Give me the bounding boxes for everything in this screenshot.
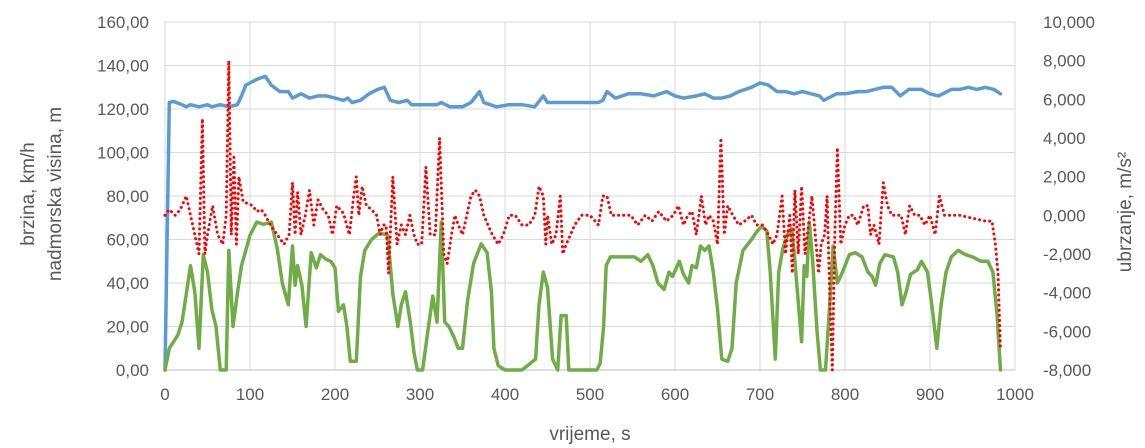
y-left-tick-label: 140,00: [97, 57, 149, 76]
acceleration-series-line: [163, 59, 1002, 372]
y-right-tick-label: 8,000: [1043, 52, 1086, 71]
y-left-axis-title-line2: nadmorska visina, m: [45, 107, 66, 281]
y-right-tick-labels: -8,000 -6,000 -4,000 -2,000 0,000 2,000 4,000 6…: [1043, 13, 1095, 380]
speed-series-line: [163, 74, 1003, 372]
y-right-tick-label: 6,000: [1043, 90, 1086, 109]
y-right-tick-label: 2,000: [1043, 168, 1086, 187]
x-tick-label: 900: [916, 385, 944, 404]
x-tick-labels: 0 100 200 300 400 500 600 700 800 900 1000: [160, 385, 1034, 404]
x-tick-label: 200: [321, 385, 349, 404]
y-right-tick-label: -6,000: [1043, 322, 1091, 341]
y-left-tick-label: 20,00: [106, 318, 149, 337]
altitude-series-line: [163, 220, 1003, 372]
x-tick-label: 100: [236, 385, 264, 404]
y-right-tick-label: 0,000: [1043, 206, 1086, 225]
series-layer: [163, 59, 1003, 372]
y-left-tick-label: 0,00: [116, 361, 149, 380]
x-tick-label: 700: [746, 385, 774, 404]
y-left-tick-label: 160,00: [97, 13, 149, 32]
x-tick-label: 0: [160, 385, 169, 404]
y-right-axis-title: ubrzanje, m/s²: [1115, 152, 1136, 272]
y-left-tick-label: 40,00: [106, 274, 149, 293]
y-left-tick-label: 100,00: [97, 144, 149, 163]
x-tick-label: 600: [661, 385, 689, 404]
y-left-tick-label: 120,00: [97, 100, 149, 119]
y-right-tick-label: 4,000: [1043, 129, 1086, 148]
x-axis-title: vrijeme, s: [549, 424, 630, 445]
x-tick-label: 500: [576, 385, 604, 404]
x-tick-label: 800: [831, 385, 859, 404]
y-right-tick-label: -4,000: [1043, 284, 1091, 303]
y-left-tick-label: 80,00: [106, 187, 149, 206]
x-tick-label: 400: [491, 385, 519, 404]
gridlines: [164, 21, 1016, 371]
y-right-tick-label: 10,000: [1043, 13, 1095, 32]
x-tick-label: 300: [406, 385, 434, 404]
y-left-tick-label: 60,00: [106, 231, 149, 250]
y-left-axis-title-line1: brzina, km/h: [18, 142, 39, 245]
x-tick-label: 1000: [996, 385, 1034, 404]
y-right-tick-label: -8,000: [1043, 361, 1091, 380]
y-right-tick-label: -2,000: [1043, 245, 1091, 264]
y-left-tick-labels: 0,00 20,00 40,00 60,00 80,00 100,00 120,00 140,…: [97, 13, 149, 380]
